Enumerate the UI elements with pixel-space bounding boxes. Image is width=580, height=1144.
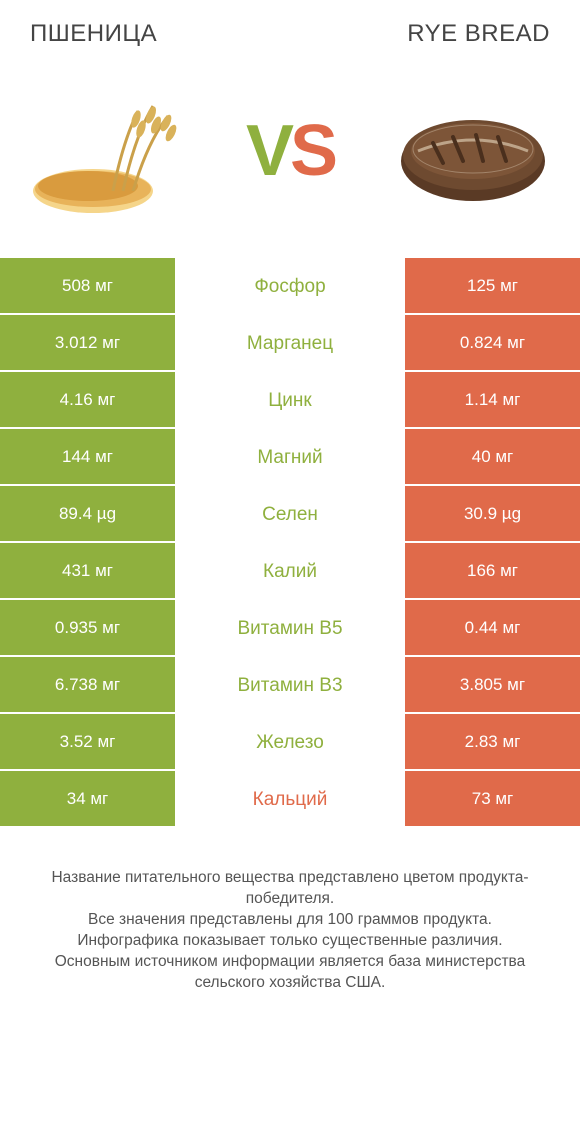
nutrient-label: Магний <box>175 429 405 486</box>
nutrient-table: 508 мгФосфор125 мг3.012 мгМарганец0.824 … <box>0 258 580 828</box>
right-value: 1.14 мг <box>405 372 580 429</box>
left-value: 508 мг <box>0 258 175 315</box>
left-value: 6.738 мг <box>0 657 175 714</box>
left-value: 144 мг <box>0 429 175 486</box>
right-value: 0.44 мг <box>405 600 580 657</box>
footer-text: Название питательного вещества представл… <box>51 869 528 991</box>
left-value: 89.4 µg <box>0 486 175 543</box>
table-row: 3.52 мгЖелезо2.83 мг <box>0 714 580 771</box>
table-row: 34 мгКальций73 мг <box>0 771 580 828</box>
table-row: 89.4 µgСелен30.9 µg <box>0 486 580 543</box>
vs-label: VS <box>246 110 334 192</box>
nutrient-label: Кальций <box>175 771 405 828</box>
table-row: 144 мгМагний40 мг <box>0 429 580 486</box>
right-value: 166 мг <box>405 543 580 600</box>
vs-v: V <box>246 111 290 191</box>
left-value: 3.52 мг <box>0 714 175 771</box>
nutrient-label: Селен <box>175 486 405 543</box>
left-value: 3.012 мг <box>0 315 175 372</box>
table-row: 0.935 мгВитамин B50.44 мг <box>0 600 580 657</box>
wheat-icon <box>20 76 195 226</box>
right-value: 2.83 мг <box>405 714 580 771</box>
right-value: 125 мг <box>405 258 580 315</box>
left-value: 0.935 мг <box>0 600 175 657</box>
left-value: 34 мг <box>0 771 175 828</box>
rye-bread-icon <box>385 76 560 226</box>
table-row: 431 мгКалий166 мг <box>0 543 580 600</box>
nutrient-label: Цинк <box>175 372 405 429</box>
nutrient-label: Калий <box>175 543 405 600</box>
left-value: 431 мг <box>0 543 175 600</box>
left-product-title: ПШЕНИЦА <box>30 20 157 48</box>
nutrient-label: Витамин B3 <box>175 657 405 714</box>
footer-note: Название питательного вещества представл… <box>0 828 580 1014</box>
nutrient-label: Витамин B5 <box>175 600 405 657</box>
nutrient-label: Железо <box>175 714 405 771</box>
right-value: 0.824 мг <box>405 315 580 372</box>
left-value: 4.16 мг <box>0 372 175 429</box>
nutrient-label: Фосфор <box>175 258 405 315</box>
table-row: 3.012 мгМарганец0.824 мг <box>0 315 580 372</box>
table-row: 4.16 мгЦинк1.14 мг <box>0 372 580 429</box>
right-value: 3.805 мг <box>405 657 580 714</box>
right-value: 73 мг <box>405 771 580 828</box>
table-row: 508 мгФосфор125 мг <box>0 258 580 315</box>
right-value: 30.9 µg <box>405 486 580 543</box>
hero: VS <box>0 58 580 258</box>
nutrient-label: Марганец <box>175 315 405 372</box>
vs-s: S <box>290 111 334 191</box>
right-product-title: RYE BREAD <box>407 20 550 48</box>
header: ПШЕНИЦА RYE BREAD <box>0 0 580 58</box>
table-row: 6.738 мгВитамин B33.805 мг <box>0 657 580 714</box>
right-value: 40 мг <box>405 429 580 486</box>
